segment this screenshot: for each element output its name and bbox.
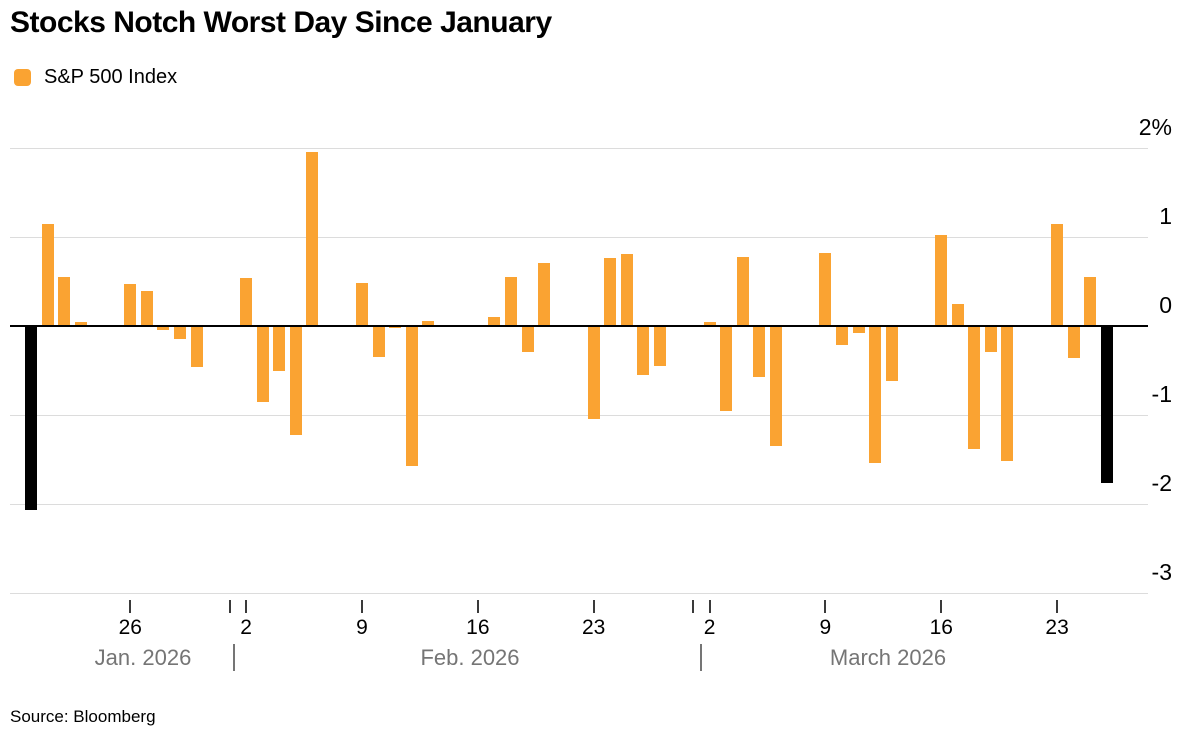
bar [720, 326, 733, 412]
month-boundary-tick [692, 600, 694, 613]
x-tick-label: 16 [929, 616, 953, 639]
y-axis-label: -2 [1151, 470, 1172, 496]
y-axis-label: 1 [1159, 203, 1172, 229]
x-tick-label: 9 [819, 616, 832, 639]
bar [984, 326, 997, 352]
bar [819, 253, 832, 326]
bar [488, 317, 501, 326]
zero-axis-line [10, 325, 1148, 327]
bar [1067, 326, 1080, 359]
legend-swatch-icon [14, 69, 31, 86]
y-axis-label: -1 [1151, 381, 1172, 407]
month-boundary-tick [228, 600, 231, 613]
bar [587, 326, 600, 420]
bar [422, 320, 435, 326]
x-tick-label: 16 [466, 616, 490, 639]
bar [1051, 223, 1064, 326]
x-tick-label: 2 [240, 616, 252, 639]
bar [935, 235, 948, 326]
bar [173, 326, 186, 340]
x-tick-label: 23 [582, 616, 606, 639]
bar [356, 283, 368, 326]
x-tick [361, 600, 363, 613]
bar [41, 223, 54, 326]
gridline [10, 148, 1148, 149]
gridline [10, 415, 1148, 416]
x-tick [245, 600, 248, 613]
x-tick-label: 26 [118, 616, 142, 639]
bar [504, 277, 517, 326]
bar [852, 326, 865, 334]
bar [25, 326, 37, 511]
bar [1100, 326, 1113, 483]
bar [306, 151, 319, 326]
x-tick-label: 9 [356, 616, 368, 639]
bar [620, 253, 633, 326]
gridline [10, 504, 1148, 505]
bar [1084, 277, 1097, 326]
x-tick [824, 600, 827, 613]
legend: S&P 500 Index [14, 66, 177, 89]
legend-label: S&P 500 Index [44, 66, 178, 88]
x-tick [1056, 600, 1059, 613]
bar [240, 277, 253, 326]
bar [157, 326, 170, 331]
month-label: Feb. 2026 [420, 645, 520, 670]
x-tick-label: 2 [703, 616, 716, 639]
bar [74, 322, 87, 326]
bar [538, 262, 551, 326]
chart-title: Stocks Notch Worst Day Since January [10, 6, 552, 39]
y-axis-label: 2% [1138, 114, 1172, 140]
bar [604, 258, 617, 326]
x-tick [708, 600, 711, 613]
bar [190, 326, 203, 367]
bar [124, 284, 137, 326]
bar [736, 257, 749, 326]
month-label: Jan. 2026 [94, 645, 192, 670]
bar [968, 326, 981, 449]
bar [256, 326, 269, 402]
bar [405, 326, 418, 466]
x-tick [476, 600, 479, 613]
bar [769, 326, 782, 447]
month-label: March 2026 [829, 645, 947, 670]
bar [885, 326, 898, 382]
bar [273, 326, 286, 371]
bar [951, 303, 964, 326]
y-axis-label: 0 [1159, 292, 1172, 318]
month-separator [700, 644, 702, 671]
bar [140, 291, 153, 326]
gridline [10, 593, 1148, 594]
bar [58, 277, 71, 326]
gridline [10, 237, 1148, 238]
bar [289, 326, 302, 435]
x-tick [592, 600, 595, 613]
month-separator [233, 644, 235, 671]
bar [703, 321, 716, 326]
bar [653, 326, 666, 367]
x-tick [940, 600, 943, 613]
bar [753, 326, 766, 377]
y-axis-label: -3 [1151, 559, 1172, 585]
bar [835, 326, 848, 345]
x-tick [129, 600, 132, 613]
bar [637, 326, 650, 375]
bar [869, 326, 882, 464]
bar [521, 326, 534, 352]
bar [1001, 326, 1014, 462]
source-note: Source: Bloomberg [10, 707, 156, 726]
bar [372, 326, 385, 358]
x-tick-label: 23 [1045, 616, 1069, 639]
